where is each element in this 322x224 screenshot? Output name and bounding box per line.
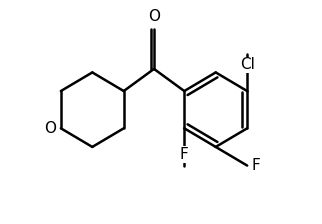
Text: O: O	[148, 9, 160, 24]
Text: O: O	[44, 121, 56, 136]
Text: F: F	[252, 158, 260, 173]
Text: F: F	[180, 147, 189, 162]
Text: Cl: Cl	[240, 57, 255, 72]
